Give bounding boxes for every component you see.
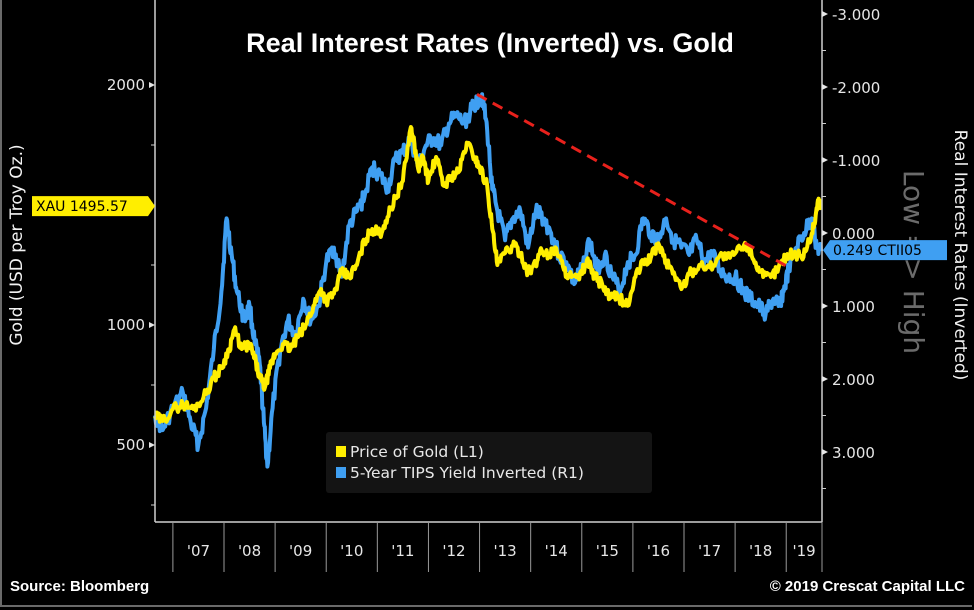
x-tick-label: '16	[647, 542, 670, 560]
right-major-tick	[822, 449, 828, 455]
right-tick-label: 2.000	[832, 371, 875, 389]
gold-price-line	[153, 125, 823, 424]
source-label: Source: Bloomberg	[10, 578, 149, 595]
left-tick-label: 1000	[107, 316, 145, 334]
right-major-tick	[822, 11, 828, 17]
tips-last-value-tag: 0.249 CTII05	[823, 240, 947, 261]
x-tick-label: '07	[187, 542, 210, 560]
right-major-tick	[822, 230, 828, 236]
gold-last-value-tag: XAU 1495.57	[32, 196, 155, 217]
x-tick-label: '13	[494, 542, 517, 560]
x-tick-label: '11	[391, 542, 414, 560]
tips-tag-shape	[823, 240, 947, 261]
left-major-tick	[149, 442, 155, 448]
right-major-tick	[822, 303, 828, 309]
legend-box	[326, 432, 652, 493]
left-axis-title: Gold (USD per Troy Oz.)	[7, 144, 27, 345]
left-major-tick	[149, 322, 155, 328]
x-tick-label: '19	[793, 542, 816, 560]
legend: Price of Gold (L1) 5-Year TIPS Yield Inv…	[326, 432, 652, 493]
left-major-tick	[149, 82, 155, 88]
left-tick-label: 500	[116, 436, 145, 454]
legend-label-gold: Price of Gold (L1)	[350, 443, 484, 461]
right-tick-label: -2.000	[832, 79, 880, 97]
tips-yield-line	[153, 92, 823, 469]
right-major-tick	[822, 157, 828, 163]
right-tick-label: 1.000	[832, 298, 875, 316]
right-axis-title: Real Interest Rates (Inverted)	[950, 130, 970, 381]
x-tick-label: '15	[596, 542, 619, 560]
left-tick-label: 2000	[107, 76, 145, 94]
x-tick-label: '08	[238, 542, 261, 560]
legend-swatch-gold	[336, 446, 346, 457]
right-tick-label: -3.000	[832, 6, 880, 24]
gold-tag-label: XAU 1495.57	[36, 199, 128, 215]
low-high-annotation: Low => High	[897, 170, 930, 354]
tips-tag-label: 0.249 CTII05	[833, 243, 922, 259]
x-tick-label: '09	[289, 542, 312, 560]
right-major-tick	[822, 376, 828, 382]
resistance-trendline	[476, 92, 787, 268]
x-tick-label: '14	[545, 542, 568, 560]
legend-swatch-tips	[336, 467, 346, 478]
right-tick-label: -1.000	[832, 152, 880, 170]
x-tick-label: '18	[749, 542, 772, 560]
right-tick-label: 0.000	[832, 225, 875, 243]
x-tick-label: '10	[340, 542, 363, 560]
right-major-tick	[822, 84, 828, 90]
copyright-label: © 2019 Crescat Capital LLC	[770, 578, 965, 595]
x-tick-label: '17	[698, 542, 721, 560]
x-tick-label: '12	[442, 542, 465, 560]
chart-title: Real Interest Rates (Inverted) vs. Gold	[246, 28, 734, 58]
legend-label-tips: 5-Year TIPS Yield Inverted (R1)	[350, 464, 584, 482]
gold-tag-shape	[32, 196, 155, 217]
right-tick-label: 3.000	[832, 444, 875, 462]
